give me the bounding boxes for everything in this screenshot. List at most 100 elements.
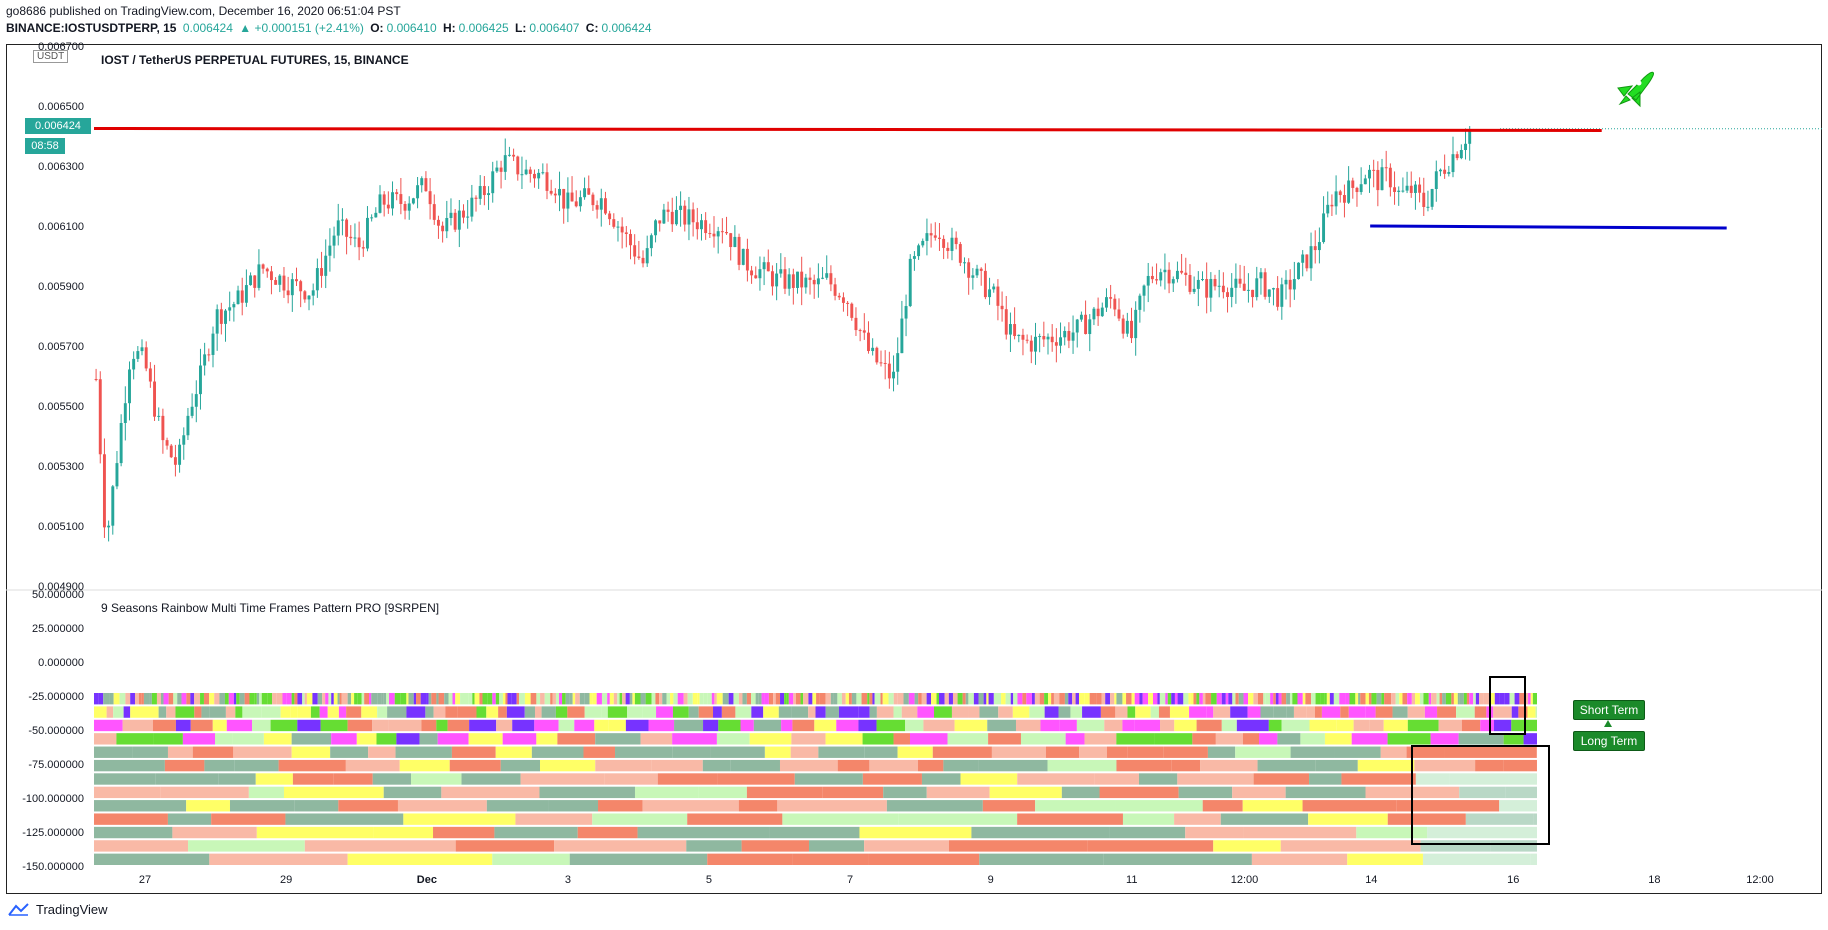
candle-body <box>541 172 545 174</box>
heatmap-cell <box>674 719 704 732</box>
heatmap-cell <box>917 706 935 718</box>
heatmap-cell <box>544 693 551 705</box>
heatmap-cell <box>749 733 792 745</box>
price-axis-tick: 0.005700 <box>38 341 84 353</box>
candle-body <box>370 217 374 219</box>
heatmap-cell <box>640 733 673 745</box>
candle-body <box>674 209 678 225</box>
tradingview-footer[interactable]: TradingView <box>8 902 108 917</box>
heatmap-cell <box>859 826 972 839</box>
heatmap-cell <box>868 853 980 865</box>
label-connector-icon <box>1604 720 1612 727</box>
candle-body <box>791 274 795 288</box>
candle-body <box>424 178 428 192</box>
candle-body <box>303 291 307 300</box>
candle-body <box>837 295 841 298</box>
heatmap-cell <box>164 759 205 772</box>
candle-body <box>1134 309 1138 339</box>
candle-body <box>662 209 666 224</box>
candle-body <box>958 244 962 263</box>
heatmap-cell <box>134 693 139 705</box>
candle-body <box>787 274 791 289</box>
heatmap-cell <box>1064 693 1069 705</box>
heatmap-cell <box>433 826 495 839</box>
heatmap-cell <box>874 693 881 705</box>
candle-body <box>102 454 106 528</box>
candle-body <box>883 362 887 364</box>
heatmap-cell <box>1505 786 1537 799</box>
heatmap-cell <box>1205 693 1212 705</box>
candle-body <box>867 332 870 352</box>
heatmap-cell <box>166 706 176 718</box>
heatmap-cell <box>320 719 348 732</box>
heatmap-cell <box>1154 733 1193 745</box>
heatmap-cell <box>357 693 362 705</box>
heatmap-cell <box>876 719 906 732</box>
candle-body <box>182 435 186 445</box>
time-axis-tick: Dec <box>417 874 437 886</box>
candle-body <box>1451 154 1455 173</box>
heatmap-cell <box>914 693 919 705</box>
candle-body <box>1246 289 1250 291</box>
heatmap-cell <box>721 706 736 718</box>
candle-body <box>950 237 954 251</box>
heatmap-cell <box>617 693 620 705</box>
heatmap-cell <box>880 693 883 705</box>
heatmap-cell <box>420 693 427 705</box>
heatmap-cell <box>1270 693 1274 705</box>
candle-body <box>1221 285 1225 293</box>
heatmap-cell <box>921 693 927 705</box>
heatmap-cell <box>436 719 448 732</box>
candle-body <box>1376 169 1380 191</box>
heatmap-cell <box>594 719 609 732</box>
heatmap-cell <box>1496 746 1537 758</box>
candle-body <box>800 271 804 288</box>
heatmap-cell <box>372 719 389 732</box>
heatmap-cell <box>151 693 157 705</box>
heatmap-cell <box>304 693 307 705</box>
candle-body <box>821 277 825 279</box>
heatmap-cell <box>921 773 961 785</box>
heatmap-cell <box>500 759 541 772</box>
heatmap-cell <box>1530 693 1533 705</box>
currency-badge[interactable]: USDT <box>33 50 69 63</box>
candle-body <box>136 351 140 359</box>
candle-body <box>758 269 762 279</box>
heatmap-cell <box>583 746 616 758</box>
candle-body <box>253 275 257 288</box>
heatmap-cell <box>1321 706 1341 718</box>
heatmap-cell <box>550 693 553 705</box>
candle-body <box>1071 332 1075 341</box>
candle-body <box>194 394 198 407</box>
heatmap-cell <box>1079 746 1107 758</box>
candle-body <box>1322 213 1326 243</box>
heatmap-cell <box>1302 800 1397 812</box>
heatmap-cell <box>1026 693 1032 705</box>
heatmap-cell <box>1414 759 1476 772</box>
heatmap-cell <box>1340 706 1349 718</box>
heatmap-cell <box>1127 746 1164 758</box>
heatmap-cell <box>1458 733 1504 745</box>
heatmap-cell <box>94 786 161 799</box>
heatmap-cell <box>893 693 898 705</box>
heatmap-cell <box>1142 693 1149 705</box>
candle-body <box>825 273 829 278</box>
candle-body <box>908 258 912 307</box>
heatmap-cell <box>1348 706 1366 718</box>
candle-body <box>265 268 269 272</box>
candle-body <box>1355 187 1359 193</box>
heatmap-cell <box>1017 773 1095 785</box>
heatmap-cell <box>482 693 488 705</box>
heatmap-cell <box>263 733 292 745</box>
heatmap-cell <box>1048 693 1052 705</box>
heatmap-cell <box>94 773 156 785</box>
heatmap-cell <box>876 706 894 718</box>
time-axis-tick: 16 <box>1507 874 1519 886</box>
time-axis-tick: 18 <box>1648 874 1660 886</box>
heatmap-cell <box>276 693 283 705</box>
candle-body <box>128 369 131 404</box>
candle-body <box>119 423 123 464</box>
candle-body <box>816 278 820 285</box>
heatmap-cell <box>659 693 663 705</box>
